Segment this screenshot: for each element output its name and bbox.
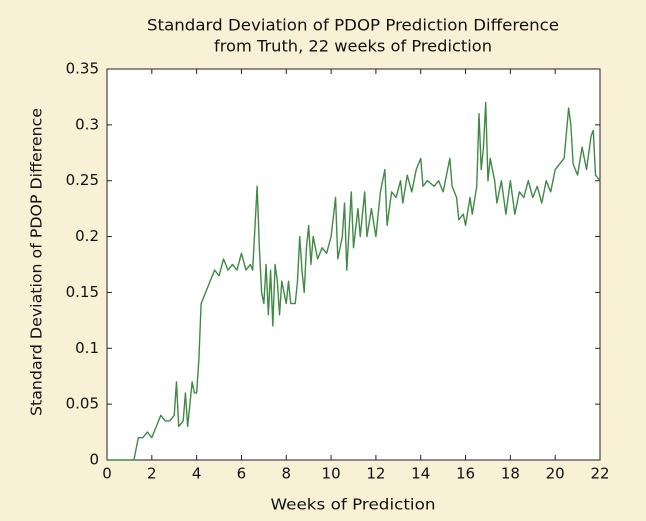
y-tick-label: 0.15 [66, 283, 99, 301]
y-axis-label: Standard Deviation of PDOP Difference [28, 108, 46, 416]
x-tick-label: 18 [501, 465, 520, 483]
x-tick-label: 14 [411, 465, 430, 483]
y-tick-label: 0.05 [66, 395, 99, 413]
y-tick-label: 0.25 [66, 171, 99, 189]
x-tick-label: 6 [237, 465, 247, 483]
x-tick-label: 10 [322, 465, 341, 483]
x-tick-label: 2 [147, 465, 157, 483]
y-tick-label: 0 [89, 451, 99, 469]
x-tick-label: 22 [590, 465, 609, 483]
chart-title: Standard Deviation of PDOP Prediction Di… [147, 16, 559, 35]
x-tick-label: 0 [102, 465, 112, 483]
chart-title: from Truth, 22 weeks of Prediction [214, 37, 492, 56]
y-tick-label: 0.35 [66, 60, 99, 78]
plot-area [106, 68, 601, 461]
x-axis-label: Weeks of Prediction [271, 496, 436, 514]
x-tick-label: 4 [192, 465, 202, 483]
x-tick-label: 8 [281, 465, 291, 483]
x-tick-label: 20 [546, 465, 565, 483]
data-line [107, 101, 601, 461]
y-tick-label: 0.3 [75, 115, 99, 133]
x-tick-label: 16 [456, 465, 475, 483]
x-tick-label: 12 [366, 465, 385, 483]
y-tick-label: 0.2 [75, 227, 99, 245]
y-tick-label: 0.1 [75, 339, 99, 357]
